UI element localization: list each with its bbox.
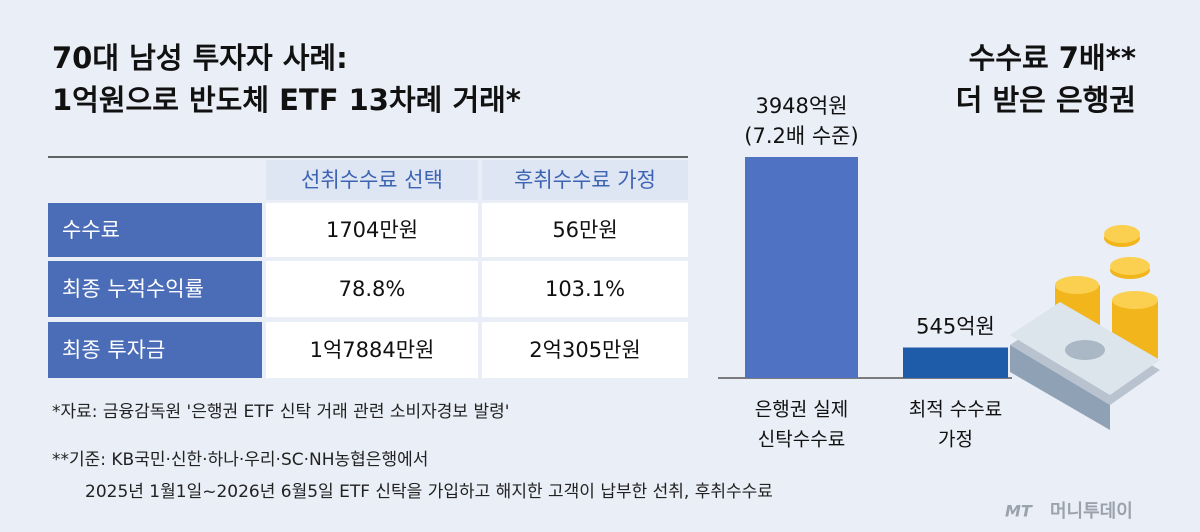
- cell-text: 1억7884만원: [310, 338, 435, 362]
- header-cell: [266, 160, 478, 200]
- footnote: **기준: KB국민·신한·하나·우리·SC·NH농협은행에서: [52, 450, 428, 470]
- category-label: 가정: [938, 429, 973, 451]
- coins: [1010, 225, 1160, 430]
- cell-text: 1704만원: [326, 218, 418, 242]
- category-label: 은행권 실제: [755, 399, 848, 421]
- table-title: 1억원으로 반도체 ETF 13차례 거래*: [52, 83, 521, 117]
- value-cell: [266, 261, 478, 317]
- value-label: 3948억원: [755, 94, 847, 118]
- bar: [903, 347, 1008, 378]
- column-header: 후취수수료 가정: [514, 168, 656, 192]
- column-header: 선취수수료 선택: [301, 168, 443, 192]
- value-cell: [266, 203, 478, 257]
- bar: [745, 157, 858, 378]
- value-cell: [482, 261, 688, 317]
- cell-text: 103.1%: [545, 277, 625, 301]
- chart-title: 수수료 7배**: [969, 41, 1136, 75]
- value-cell: [482, 322, 688, 378]
- cell-text: 56만원: [552, 218, 617, 242]
- value-label: 545억원: [916, 314, 995, 338]
- value-cell: [482, 203, 688, 257]
- value-label: (7.2배 수준): [744, 124, 858, 148]
- category-label: 최적 수수료: [909, 399, 1002, 421]
- cell-text: 2억305만원: [529, 338, 640, 362]
- row-header-cell: [48, 261, 262, 317]
- row-header: 수수료: [62, 218, 120, 242]
- category-label: 신탁수수료: [758, 429, 845, 451]
- footnote: *자료: 금융감독원 '은행권 ETF 신탁 거래 관련 소비자경보 발령': [52, 402, 509, 422]
- cell-text: 78.8%: [339, 277, 406, 301]
- row-header-cell: [48, 322, 262, 378]
- footnote: 2025년 1월1일~2026년 6월5일 ETF 신탁을 가입하고 해지한 고…: [85, 482, 773, 502]
- logo: 머니투데이: [1050, 501, 1133, 522]
- row-header: 최종 투자금: [62, 338, 165, 362]
- chart-title: 더 받은 은행권: [956, 83, 1136, 117]
- header-cell: [482, 160, 688, 200]
- value-cell: [266, 322, 478, 378]
- row-header-cell: [48, 203, 262, 257]
- table-title: 70대 남성 투자자 사례:: [52, 41, 348, 75]
- logo: MT: [1005, 502, 1033, 521]
- row-header: 최종 누적수익률: [62, 277, 204, 301]
